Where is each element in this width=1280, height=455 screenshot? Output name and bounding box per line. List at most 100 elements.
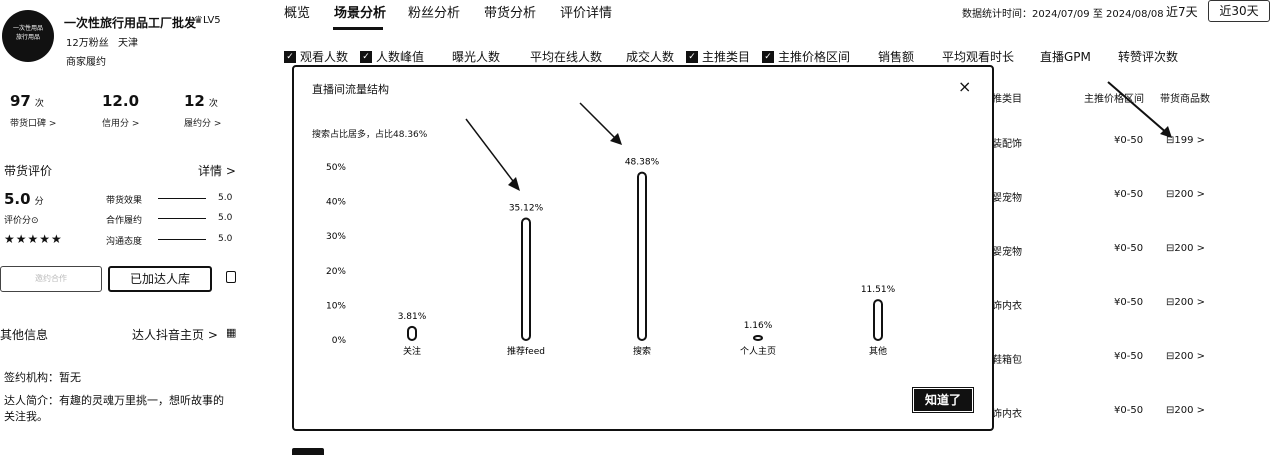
crown-icon: ♛ bbox=[194, 15, 203, 26]
y-tick-label: 50% bbox=[326, 163, 346, 173]
bar[interactable] bbox=[521, 217, 531, 341]
review-item-label: 合作履约 bbox=[106, 216, 143, 226]
review-detail-link[interactable]: 详情 > bbox=[198, 164, 236, 178]
fans-count: 12万粉丝 bbox=[66, 38, 109, 49]
tab-scene-analysis[interactable]: 场景分析 bbox=[334, 6, 387, 21]
active-tab-indicator bbox=[333, 27, 383, 30]
bookmark-icon[interactable] bbox=[226, 271, 236, 283]
tab-fans-analysis[interactable]: 粉丝分析 bbox=[408, 6, 461, 21]
filter-viewers[interactable]: ✓ 观看人数 bbox=[284, 48, 348, 65]
metric-value: 12.0 bbox=[102, 92, 140, 110]
cell-products[interactable]: ⊟200 > bbox=[1166, 243, 1206, 254]
shop-name: 一次性旅行用品工厂批发 bbox=[64, 16, 197, 30]
bag-icon: ⊟ bbox=[1166, 135, 1175, 146]
cell-price: ¥0-50 bbox=[1114, 405, 1144, 416]
avatar[interactable]: 一次性用品 旅行用品 bbox=[2, 10, 54, 62]
range-30d-button[interactable]: 近30天 bbox=[1208, 0, 1270, 22]
bag-icon: ⊟ bbox=[1166, 243, 1175, 254]
tab-review-details[interactable]: 评价详情 bbox=[560, 6, 613, 21]
x-category-label: 推荐feed bbox=[507, 345, 545, 357]
metric-unit: 次 bbox=[34, 99, 44, 109]
bar[interactable] bbox=[753, 334, 763, 341]
filter-interactions[interactable]: 转赞评次数 bbox=[1118, 50, 1179, 64]
review-item-label: 沟通态度 bbox=[106, 237, 143, 247]
metric-fulfillment[interactable]: 12 次 履约分 > bbox=[184, 92, 221, 129]
got-it-button[interactable]: 知道了 bbox=[912, 387, 974, 413]
bar[interactable] bbox=[407, 325, 417, 342]
contract-tag: 商家履约 bbox=[66, 57, 106, 68]
y-tick-label: 40% bbox=[326, 198, 346, 208]
intro-text: 达人简介：有趣的灵魂万里挑一，想听故事的关注我。 bbox=[4, 394, 224, 423]
cell-products[interactable]: ⊟199 > bbox=[1166, 135, 1206, 146]
agency-info: 签约机构：暂无 bbox=[4, 371, 81, 384]
added-to-library-button[interactable]: 已加达人库 bbox=[108, 266, 212, 292]
cell-category: 装配饰 bbox=[992, 139, 1022, 150]
filter-avg-watch-time[interactable]: 平均观看时长 bbox=[942, 50, 1015, 64]
review-score-unit: 分 bbox=[34, 197, 44, 207]
level-badge: ♛LV5 bbox=[194, 15, 221, 26]
filter-avg-online[interactable]: 平均在线人数 bbox=[530, 50, 603, 64]
y-tick-label: 20% bbox=[326, 267, 346, 277]
review-score-label: 评价分⊙ bbox=[4, 216, 39, 226]
annotation-arrow bbox=[579, 102, 619, 142]
star-rating: ★★★★★ bbox=[4, 232, 63, 246]
qr-code-icon[interactable]: ▦ bbox=[226, 326, 237, 339]
annotation-arrow bbox=[1107, 81, 1172, 138]
cell-products[interactable]: ⊟200 > bbox=[1166, 351, 1206, 362]
filter-main-category[interactable]: ✓ 主推类目 bbox=[686, 48, 750, 65]
col-header-category: 推类目 bbox=[992, 94, 1022, 105]
bar-value-label: 48.38% bbox=[625, 158, 660, 168]
cell-category: 饰内衣 bbox=[992, 409, 1022, 420]
filter-buyers[interactable]: 成交人数 bbox=[626, 50, 675, 64]
cell-products[interactable]: ⊟200 > bbox=[1166, 297, 1206, 308]
bar[interactable] bbox=[637, 171, 647, 342]
cell-price: ¥0-50 bbox=[1114, 243, 1144, 254]
bag-icon: ⊟ bbox=[1166, 405, 1175, 416]
filter-price-range[interactable]: ✓ 主推价格区间 bbox=[762, 48, 850, 65]
review-item-value: 5.0 bbox=[218, 193, 233, 203]
bag-icon: ⊟ bbox=[1166, 189, 1175, 200]
cell-products[interactable]: ⊟200 > bbox=[1166, 189, 1206, 200]
metric-label: 履约分 > bbox=[184, 119, 222, 129]
annotation-arrow bbox=[465, 118, 517, 186]
bar[interactable] bbox=[873, 299, 883, 341]
region: 天津 bbox=[118, 38, 138, 49]
other-info-title: 其他信息 bbox=[0, 328, 49, 342]
cell-category: 鞋箱包 bbox=[992, 355, 1022, 366]
metric-label: 信用分 > bbox=[102, 119, 140, 129]
metric-reputation[interactable]: 97 次 带货口碑 > bbox=[10, 92, 56, 129]
annotation-arrowhead bbox=[610, 133, 622, 145]
tab-sales-analysis[interactable]: 带货分析 bbox=[484, 6, 537, 21]
traffic-bar-chart: 0% 10% 20% 30% 40% 50% 3.81% 关注 35.12% 推荐feed 48.… bbox=[326, 102, 896, 357]
close-icon[interactable]: × bbox=[958, 77, 972, 96]
filter-peak[interactable]: ✓ 人数峰值 bbox=[360, 48, 424, 65]
cell-price: ¥0-50 bbox=[1114, 351, 1144, 362]
metric-label: 带货口碑 > bbox=[10, 119, 57, 129]
metric-value: 12 bbox=[184, 92, 205, 110]
cell-price: ¥0-50 bbox=[1114, 297, 1144, 308]
y-tick-label: 10% bbox=[326, 301, 346, 311]
review-item-label: 带货效果 bbox=[106, 196, 143, 206]
pagination-tab[interactable] bbox=[292, 448, 324, 455]
x-category-label: 搜索 bbox=[633, 345, 651, 357]
metric-credit[interactable]: 12.0 信用分 > bbox=[102, 92, 139, 129]
x-category-label: 其他 bbox=[869, 345, 887, 357]
douyin-homepage-link[interactable]: 达人抖音主页 > bbox=[132, 328, 218, 342]
cell-price: ¥0-50 bbox=[1114, 135, 1144, 146]
traffic-structure-modal: 直播间流量结构 × 搜索占比居多，占比48.36% 0% 10% 20% 30% 40%… bbox=[292, 65, 994, 431]
cell-products[interactable]: ⊟200 > bbox=[1166, 405, 1206, 416]
invite-button[interactable]: 邀约合作 bbox=[0, 266, 102, 292]
filter-exposure[interactable]: 曝光人数 bbox=[452, 50, 501, 64]
tab-overview[interactable]: 概览 bbox=[284, 6, 311, 21]
review-item-value: 5.0 bbox=[218, 234, 233, 244]
review-item-bar bbox=[158, 198, 206, 199]
date-range-label: 数据统计时间：2024/07/09 至 2024/08/08 bbox=[962, 9, 1164, 20]
range-7d-button[interactable]: 近7天 bbox=[1166, 5, 1198, 19]
bar-value-label: 1.16% bbox=[744, 321, 773, 331]
avatar-text-line: 一次性用品 bbox=[12, 25, 43, 32]
modal-title: 直播间流量结构 bbox=[312, 83, 389, 96]
checkbox-checked-icon: ✓ bbox=[686, 50, 698, 63]
filter-gpm[interactable]: 直播GPM bbox=[1040, 50, 1091, 64]
filter-sales[interactable]: 销售额 bbox=[878, 50, 915, 64]
bar-value-label: 11.51% bbox=[861, 285, 896, 295]
